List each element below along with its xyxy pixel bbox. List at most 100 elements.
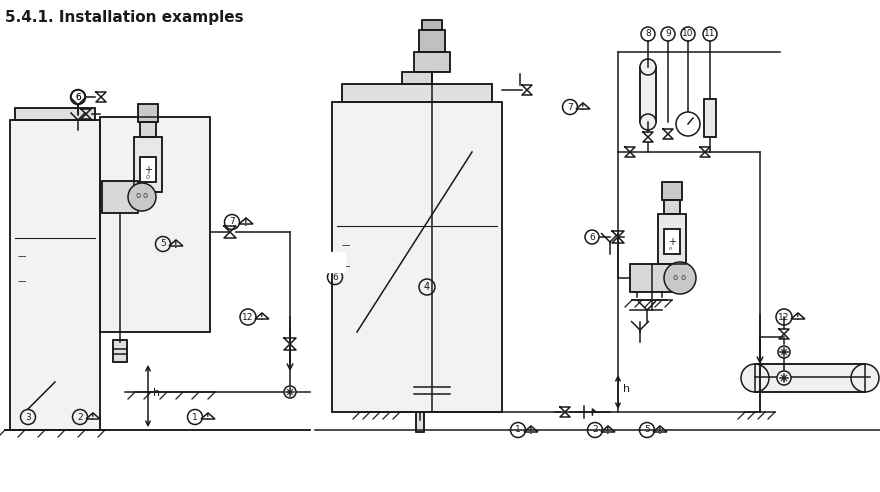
Bar (416, 412, 424, 432)
Text: —: — (342, 241, 350, 250)
Bar (664, 200, 680, 214)
Text: !: ! (581, 103, 585, 113)
Text: —: — (342, 262, 350, 272)
Text: 2: 2 (77, 412, 83, 422)
Circle shape (664, 262, 696, 294)
Bar (138, 104, 158, 122)
Bar (630, 264, 674, 292)
Bar (138, 104, 158, 122)
Bar (422, 20, 442, 30)
Bar (422, 20, 442, 30)
Text: h: h (153, 388, 160, 398)
Text: !: ! (206, 413, 209, 423)
Circle shape (284, 386, 296, 398)
Text: o: o (136, 191, 141, 201)
Text: !: ! (92, 413, 95, 423)
Bar (134, 137, 162, 192)
Text: 5: 5 (160, 240, 165, 248)
Bar (658, 214, 686, 264)
Bar (664, 229, 680, 254)
Text: +: + (144, 165, 152, 175)
Text: !: ! (260, 313, 264, 322)
Text: —: — (18, 277, 26, 286)
Text: !: ! (606, 427, 610, 435)
Text: !: ! (658, 427, 662, 435)
Bar (102, 181, 138, 213)
Bar (113, 340, 127, 362)
Bar (140, 122, 156, 137)
Bar (332, 102, 502, 412)
Bar (414, 52, 450, 72)
Text: 11: 11 (704, 30, 715, 38)
Bar (630, 264, 674, 292)
Bar (342, 84, 492, 102)
Text: 8: 8 (645, 30, 651, 38)
Circle shape (778, 346, 790, 358)
Circle shape (640, 114, 656, 130)
Bar (15, 108, 95, 120)
Circle shape (777, 371, 791, 385)
Text: !: ! (174, 241, 178, 249)
Text: 6: 6 (75, 92, 81, 101)
Bar (414, 52, 450, 72)
Bar (15, 108, 95, 120)
Text: !: ! (244, 218, 248, 227)
Bar (662, 182, 682, 200)
Text: 4: 4 (424, 282, 430, 292)
Text: 5: 5 (644, 426, 649, 434)
Bar (419, 30, 445, 52)
Text: o: o (672, 273, 678, 281)
Bar (325, 252, 345, 272)
Bar (402, 72, 432, 84)
Bar (664, 200, 680, 214)
Bar (658, 214, 686, 264)
Text: 6: 6 (75, 92, 81, 101)
Bar (10, 120, 100, 430)
Circle shape (640, 59, 656, 75)
Bar (332, 102, 502, 412)
Bar (140, 122, 156, 137)
Bar (416, 412, 424, 432)
Text: 6: 6 (332, 273, 338, 281)
Bar (755, 364, 865, 392)
Text: 3: 3 (26, 412, 31, 422)
Bar (342, 84, 492, 102)
Circle shape (676, 112, 700, 136)
Text: 5.4.1. Installation examples: 5.4.1. Installation examples (5, 10, 244, 25)
Bar (640, 67, 656, 122)
Text: 10: 10 (682, 30, 693, 38)
Text: h: h (623, 384, 630, 394)
Bar (113, 340, 127, 362)
Text: !: ! (529, 427, 532, 435)
Bar (140, 157, 156, 182)
Bar (140, 157, 156, 182)
Bar (102, 181, 138, 213)
Text: 2: 2 (592, 426, 598, 434)
Circle shape (851, 364, 879, 392)
Text: 9: 9 (665, 30, 671, 38)
Text: 7: 7 (567, 102, 573, 112)
Text: 6: 6 (589, 233, 595, 242)
Text: ó: ó (146, 174, 150, 180)
Text: 7: 7 (229, 217, 235, 226)
Bar (100, 117, 210, 332)
Text: ó: ó (668, 246, 671, 251)
Bar (419, 30, 445, 52)
Bar (100, 117, 210, 332)
Text: o: o (143, 191, 148, 201)
Bar (640, 67, 656, 122)
Bar (704, 99, 716, 137)
Bar (662, 182, 682, 200)
Bar (704, 99, 716, 137)
Circle shape (741, 364, 769, 392)
Circle shape (128, 183, 156, 211)
Text: +: + (668, 237, 676, 247)
Bar (755, 364, 865, 392)
Text: —: — (18, 252, 26, 262)
Text: 1: 1 (192, 412, 198, 422)
Bar (10, 120, 100, 430)
Text: o: o (680, 273, 686, 281)
Text: !: ! (796, 313, 800, 322)
Text: 1: 1 (515, 426, 521, 434)
Text: 12: 12 (242, 312, 253, 321)
